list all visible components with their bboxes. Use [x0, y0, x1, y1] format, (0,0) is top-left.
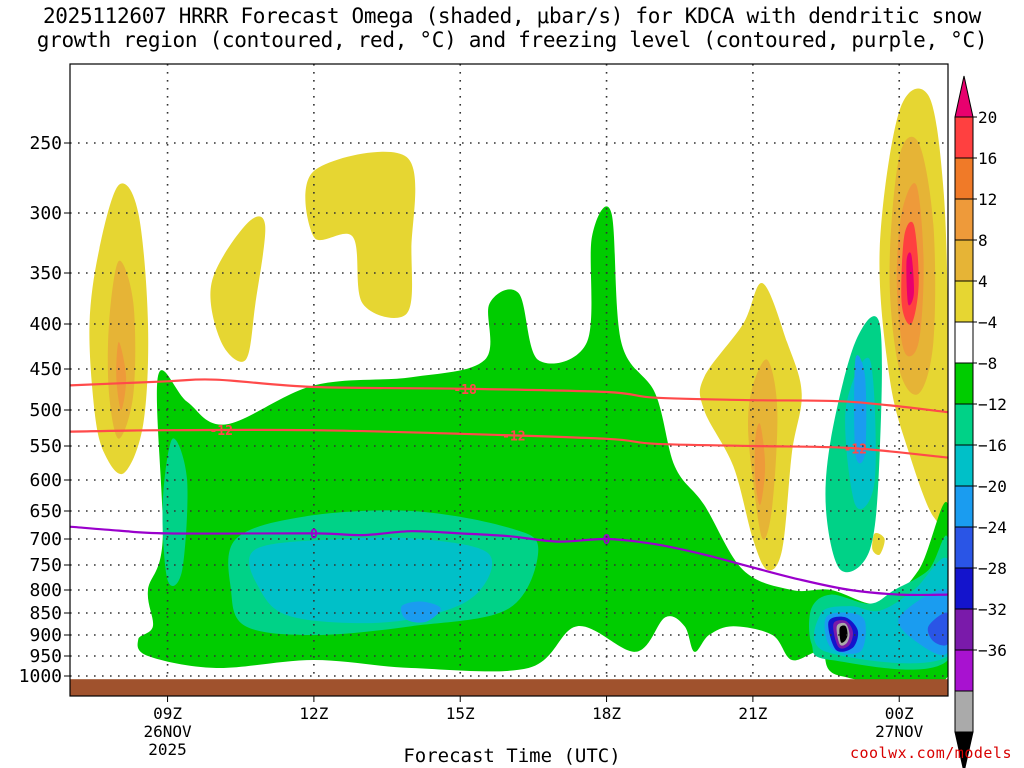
- x-tick-date-00Z: 27NOV: [875, 722, 924, 741]
- dgz-contour-label-2: -12: [502, 430, 525, 445]
- colorbar-label-11: −28: [978, 559, 1007, 578]
- x-tick-date-09Z: 26NOV: [143, 722, 192, 741]
- y-tick-label-500: 500: [29, 400, 62, 421]
- omega-contour-fill-neg36-30: [839, 625, 848, 643]
- y-tick-label-700: 700: [29, 529, 62, 550]
- colorbar-label-3: 8: [978, 231, 988, 250]
- colorbar-label-4: 4: [978, 272, 988, 291]
- omega-contour-fill-4-3: [210, 216, 266, 362]
- omega-contour-fill-12-2: [116, 342, 127, 410]
- y-tick-label-600: 600: [29, 470, 62, 491]
- colorbar-segment-10: [954, 485, 974, 528]
- title-line-1: 2025112607 HRRR Forecast Omega (shaded, …: [42, 4, 982, 28]
- omega-contour-fill-neg12-17: [249, 537, 493, 624]
- y-tick-label-950: 950: [29, 646, 62, 667]
- omega-contour-fill-4-13: [872, 532, 885, 556]
- colorbar-segment-9: [954, 444, 974, 487]
- colorbar-segment-3: [954, 198, 974, 241]
- freezing-level-line: [70, 525, 948, 597]
- colorbar-segment-13: [954, 608, 974, 651]
- x-tick-label-09Z: 09Z: [153, 704, 182, 723]
- colorbar-label-6: −8: [978, 354, 997, 373]
- y-tick-label-800: 800: [29, 580, 62, 601]
- colorbar-label-0: 20: [978, 108, 997, 127]
- omega-contour-fill-12-7: [754, 423, 766, 506]
- colorbar-label-7: −12: [978, 395, 1007, 414]
- y-tick-label-350: 350: [29, 263, 62, 284]
- title-line-2: growth region (contoured, red, °C) and f…: [36, 28, 988, 52]
- x-tick-label-18Z: 18Z: [592, 704, 621, 723]
- omega-contour-fill-neg16-21: [854, 355, 867, 464]
- colorbar-segment-5: [954, 280, 974, 323]
- omega-shading: [89, 88, 948, 690]
- colorbar-segment-6: [954, 321, 974, 364]
- colorbar-segment-8: [954, 403, 974, 446]
- ground-terrain: [70, 679, 948, 696]
- colorbar-arrow-top: [954, 75, 974, 118]
- colorbar-segment-2: [954, 157, 974, 200]
- x-tick-label-00Z: 00Z: [885, 704, 914, 723]
- colorbar-label-10: −24: [978, 518, 1007, 537]
- x-tick-label-15Z: 15Z: [446, 704, 475, 723]
- watermark: coolwx.com/models: [849, 744, 1012, 762]
- colorbar-label-8: −16: [978, 436, 1007, 455]
- omega-contour-fill-20-12: [906, 252, 914, 306]
- plot-frame: [69, 63, 949, 697]
- omega-contour-fill-4-4: [305, 151, 416, 319]
- colorbar-segment-4: [954, 239, 974, 282]
- y-tick-label-850: 850: [29, 603, 62, 624]
- dgz-contour-line-0: [70, 378, 948, 414]
- dgz-contour-line-1: [70, 428, 948, 459]
- colorbar-arrow-bottom: [954, 731, 974, 768]
- omega-contour-fill-neg16-18: [400, 601, 441, 623]
- omega-contour-fill-neg8-15: [162, 438, 188, 587]
- x-tick-year-09Z: 2025: [148, 740, 187, 759]
- y-tick-label-250: 250: [29, 133, 62, 154]
- colorbar-label-5: −4: [978, 313, 997, 332]
- y-tick-label-400: 400: [29, 314, 62, 335]
- x-tick-label-21Z: 21Z: [738, 704, 767, 723]
- colorbar-segment-11: [954, 526, 974, 569]
- omega-contour-fill-neg20-26: [927, 612, 948, 646]
- dgz-contour-label-3: -12: [844, 443, 867, 458]
- y-tick-label-900: 900: [29, 625, 62, 646]
- y-tick-label-650: 650: [29, 501, 62, 522]
- y-tick-label-450: 450: [29, 359, 62, 380]
- chart-title: 2025112607 HRRR Forecast Omega (shaded, …: [0, 4, 1024, 52]
- colorbar-label-12: −32: [978, 600, 1007, 619]
- y-tick-label-750: 750: [29, 555, 62, 576]
- colorbar-label-13: −36: [978, 641, 1007, 660]
- freezing-level-label-1: 0: [603, 533, 611, 548]
- y-tick-label-550: 550: [29, 436, 62, 457]
- x-axis-label: Forecast Time (UTC): [403, 745, 621, 767]
- colorbar-label-9: −20: [978, 477, 1007, 496]
- freezing-level-label-0: 0: [310, 527, 318, 542]
- colorbar-label-2: 12: [978, 190, 997, 209]
- y-tick-label-300: 300: [29, 203, 62, 224]
- dgz-contour-label-0: -18: [453, 383, 477, 398]
- colorbar-segment-14: [954, 649, 974, 692]
- y-tick-label-1000: 1000: [19, 666, 62, 687]
- colorbar-label-1: 16: [978, 149, 997, 168]
- colorbar-segment-12: [954, 567, 974, 610]
- dgz-contour-label-1: -12: [209, 424, 232, 439]
- colorbar-segment-15: [954, 690, 974, 733]
- x-tick-label-12Z: 12Z: [299, 704, 328, 723]
- colorbar-segment-7: [954, 362, 974, 405]
- colorbar-segment-1: [954, 116, 974, 159]
